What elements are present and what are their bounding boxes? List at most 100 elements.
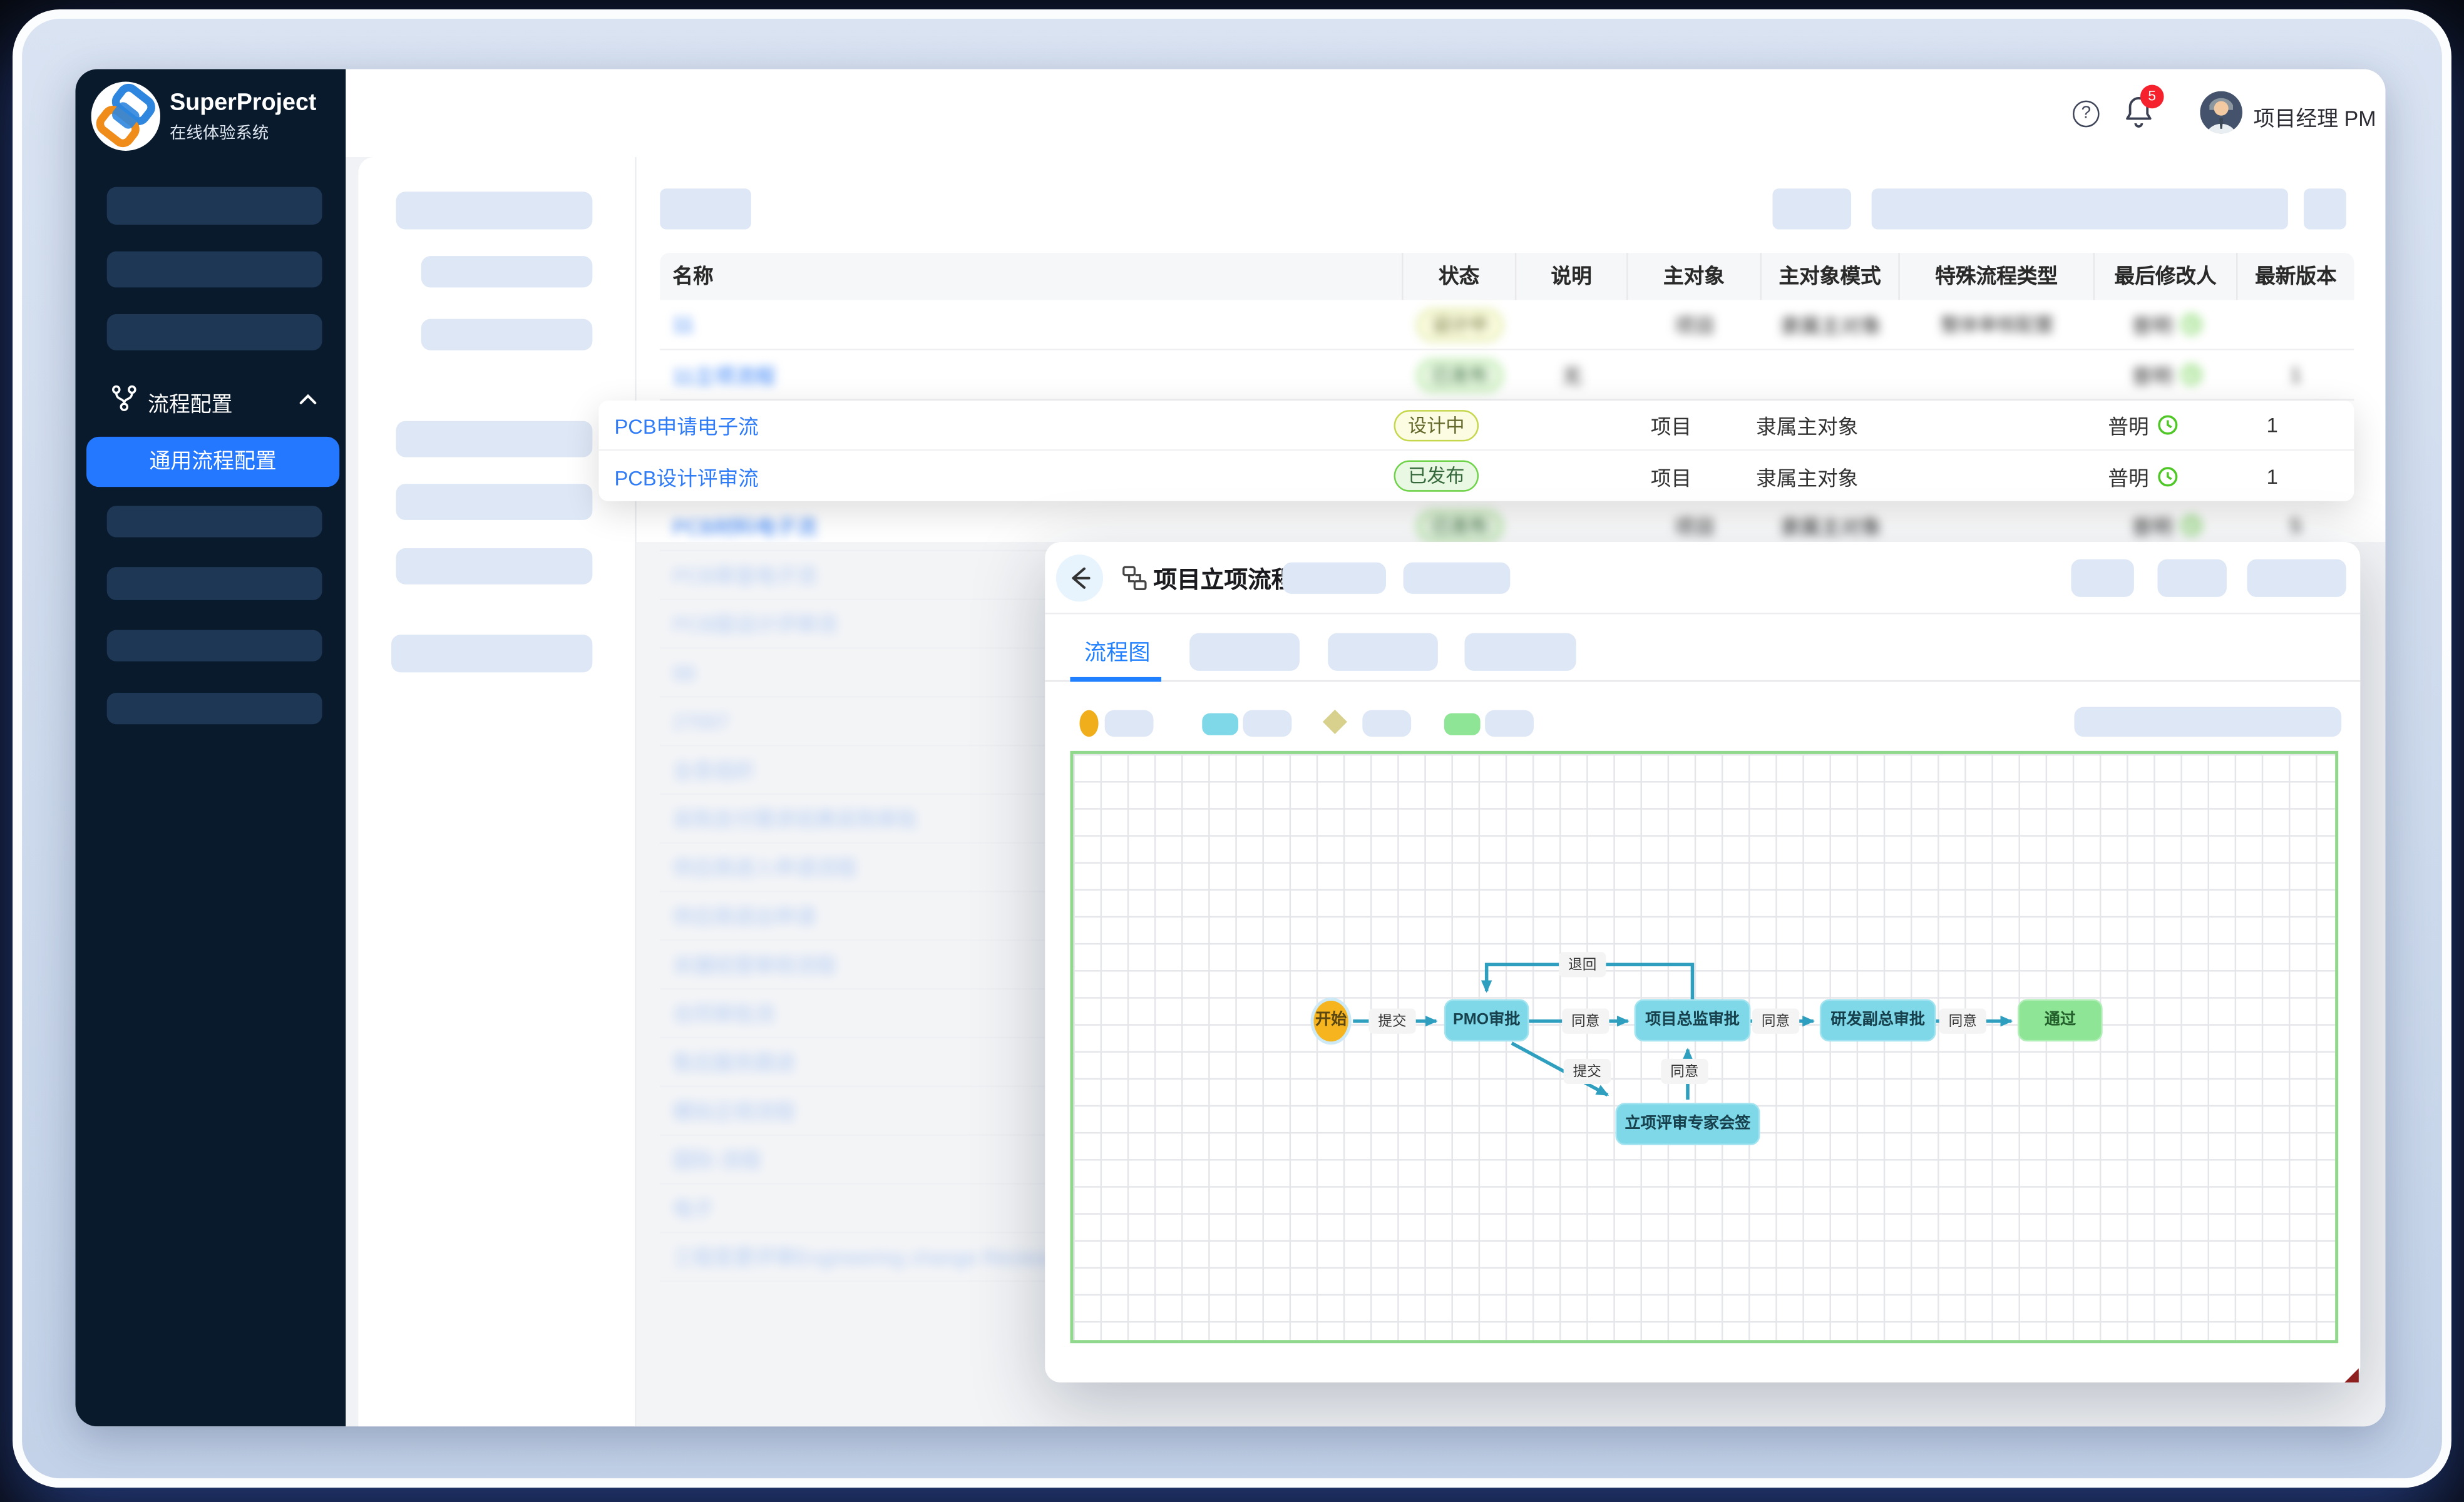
help-icon[interactable]: ? bbox=[2072, 100, 2100, 128]
col-status: 状态 bbox=[1404, 253, 1517, 300]
table-row[interactable]: 11 设计中 项目 隶属主对象 整体审核配置 普明 bbox=[660, 300, 2354, 350]
workflow-branch-icon bbox=[111, 385, 136, 411]
process-link[interactable]: 11 bbox=[672, 312, 694, 337]
tree-item-skeleton[interactable] bbox=[396, 192, 593, 230]
table-row-pcb-review[interactable]: PCB设计评审流 已发布 项目 隶属主对象 普明 1 bbox=[598, 451, 2354, 501]
sidebar-item-skeleton[interactable] bbox=[106, 506, 322, 538]
arrow-left-icon bbox=[1072, 567, 1091, 589]
legend-node-icon bbox=[1202, 713, 1239, 735]
process-link[interactable]: PCB材料电子流 bbox=[672, 515, 817, 539]
tree-item-skeleton[interactable] bbox=[396, 421, 593, 457]
highlighted-rows-card: PCB申请电子流 设计中 项目 隶属主对象 普明 1 PCB设计评审流 已发布 … bbox=[598, 401, 2354, 501]
col-name: 名称 bbox=[660, 253, 1404, 300]
filter-button-skeleton[interactable] bbox=[1772, 188, 1852, 230]
tree-item-skeleton[interactable] bbox=[396, 548, 593, 585]
modal-tabs: 流程图 bbox=[1045, 614, 2361, 682]
tab-skeleton[interactable] bbox=[1189, 633, 1300, 671]
notification-count-badge: 5 bbox=[2140, 84, 2164, 109]
cell-owner: 普明 bbox=[2108, 414, 2149, 439]
legend-gateway-icon bbox=[1322, 709, 1347, 734]
node-vp-approval[interactable]: 研发副总审批 bbox=[1819, 999, 1936, 1042]
edge-label-submit: 提交 bbox=[1368, 1008, 1416, 1034]
cell-primary: 项目 bbox=[1674, 515, 1715, 539]
tree-item-skeleton[interactable] bbox=[421, 319, 593, 350]
sidebar: SuperProject 在线体验系统 流程配置 通用流程配置 bbox=[75, 69, 346, 1427]
brand-logo-icon bbox=[91, 81, 161, 151]
table-row[interactable]: 11立项流程 已发布 无 普明 1 bbox=[660, 350, 2354, 401]
diagram-toolbar-skeleton[interactable] bbox=[2074, 707, 2342, 737]
edge-label-agree: 同意 bbox=[1562, 1008, 1609, 1034]
cell-mode: 隶属主对象 bbox=[1779, 314, 1882, 338]
clock-icon bbox=[2157, 466, 2177, 486]
action-button-skeleton[interactable] bbox=[2247, 559, 2346, 597]
cell-version: 5 bbox=[2290, 513, 2302, 538]
sidebar-group-process-config[interactable]: 流程配置 bbox=[75, 380, 346, 417]
cell-special: 整体审核配置 bbox=[1941, 314, 2054, 337]
cell-owner: 普明 bbox=[2132, 364, 2173, 389]
cell-mode: 隶属主对象 bbox=[1756, 466, 1859, 489]
cell-version: 1 bbox=[2266, 464, 2278, 488]
action-button-skeleton[interactable] bbox=[2157, 559, 2227, 597]
user-name[interactable]: 项目经理 PM bbox=[2253, 106, 2376, 131]
sidebar-item-skeleton[interactable] bbox=[106, 692, 322, 725]
node-pass[interactable]: 通过 bbox=[2018, 999, 2103, 1042]
status-badge: 已发布 bbox=[1394, 460, 1479, 492]
edge-label-submit2: 提交 bbox=[1563, 1058, 1611, 1085]
clock-icon bbox=[2180, 365, 2200, 385]
sidebar-item-skeleton[interactable] bbox=[106, 186, 322, 225]
tab-active-underline bbox=[1070, 677, 1162, 682]
process-link[interactable]: PCB申请电子流 bbox=[614, 414, 759, 439]
table-row-pcb-apply[interactable]: PCB申请电子流 设计中 项目 隶属主对象 普明 1 bbox=[598, 401, 2354, 451]
diagram-legend bbox=[1045, 682, 2360, 750]
app-window: SuperProject 在线体验系统 流程配置 通用流程配置 bbox=[75, 69, 2386, 1427]
tab-skeleton[interactable] bbox=[1328, 633, 1438, 671]
node-start[interactable]: 开始 bbox=[1310, 997, 1352, 1045]
cell-owner: 普明 bbox=[2108, 466, 2149, 489]
tree-item-skeleton[interactable] bbox=[421, 256, 593, 288]
back-button[interactable] bbox=[1055, 554, 1104, 602]
node-director-approval[interactable]: 项目总监审批 bbox=[1634, 999, 1751, 1042]
process-link[interactable]: PCB设计评审流 bbox=[614, 466, 759, 489]
clock-icon bbox=[2180, 314, 2200, 334]
sidebar-item-skeleton[interactable] bbox=[106, 630, 322, 662]
action-button-skeleton[interactable] bbox=[2071, 559, 2134, 597]
user-avatar[interactable] bbox=[2200, 91, 2243, 134]
cell-version: 1 bbox=[2266, 413, 2278, 437]
tree-item-skeleton[interactable] bbox=[391, 635, 593, 673]
flow-diagram-canvas[interactable]: 开始 PMO审批 项目总监审批 研发副总审批 通过 立项评审专家会签 提交 同意… bbox=[1070, 750, 2339, 1344]
search-input-skeleton[interactable] bbox=[1871, 188, 2288, 230]
settings-button-skeleton[interactable] bbox=[2303, 188, 2346, 230]
table-header: 名称 状态 说明 主对象 主对象模式 特殊流程类型 最后修改人 最新版本 bbox=[660, 253, 2354, 300]
status-badge: 设计中 bbox=[1417, 309, 1502, 340]
legend-label-skeleton bbox=[1104, 710, 1154, 737]
cell-desc: 无 bbox=[1562, 364, 1583, 389]
legend-label-skeleton bbox=[1362, 710, 1412, 737]
col-mode: 主对象模式 bbox=[1762, 253, 1900, 300]
tab-flow-diagram[interactable]: 流程图 bbox=[1084, 639, 1151, 665]
col-special: 特殊流程类型 bbox=[1900, 253, 2095, 300]
cell-version: 1 bbox=[2290, 362, 2302, 387]
sidebar-item-skeleton[interactable] bbox=[106, 251, 322, 288]
tab-skeleton[interactable] bbox=[1464, 633, 1576, 671]
process-link[interactable]: 11立项流程 bbox=[672, 364, 776, 389]
cell-mode: 隶属主对象 bbox=[1756, 414, 1859, 439]
status-badge: 已发布 bbox=[1417, 359, 1502, 391]
new-process-button-skeleton[interactable] bbox=[660, 188, 751, 230]
edge-label-agree: 同意 bbox=[1939, 1008, 1986, 1034]
cell-primary: 项目 bbox=[1650, 466, 1692, 489]
cell-primary: 项目 bbox=[1650, 414, 1692, 439]
flow-edges bbox=[1353, 963, 2013, 1100]
cell-owner: 普明 bbox=[2132, 314, 2173, 338]
sidebar-item-general-process-config[interactable]: 通用流程配置 bbox=[86, 436, 340, 488]
tree-item-skeleton[interactable] bbox=[396, 484, 593, 520]
node-pmo-approval[interactable]: PMO审批 bbox=[1444, 999, 1529, 1042]
sidebar-item-skeleton[interactable] bbox=[106, 314, 322, 350]
clock-icon bbox=[2157, 415, 2177, 435]
node-expert-countersign[interactable]: 立项评审专家会签 bbox=[1615, 1103, 1760, 1145]
clock-icon bbox=[2180, 516, 2200, 536]
brand-name: SuperProject bbox=[170, 89, 317, 116]
flow-icon bbox=[1122, 566, 1147, 590]
edge-label-return: 退回 bbox=[1559, 952, 1606, 978]
sidebar-item-skeleton[interactable] bbox=[106, 567, 322, 600]
